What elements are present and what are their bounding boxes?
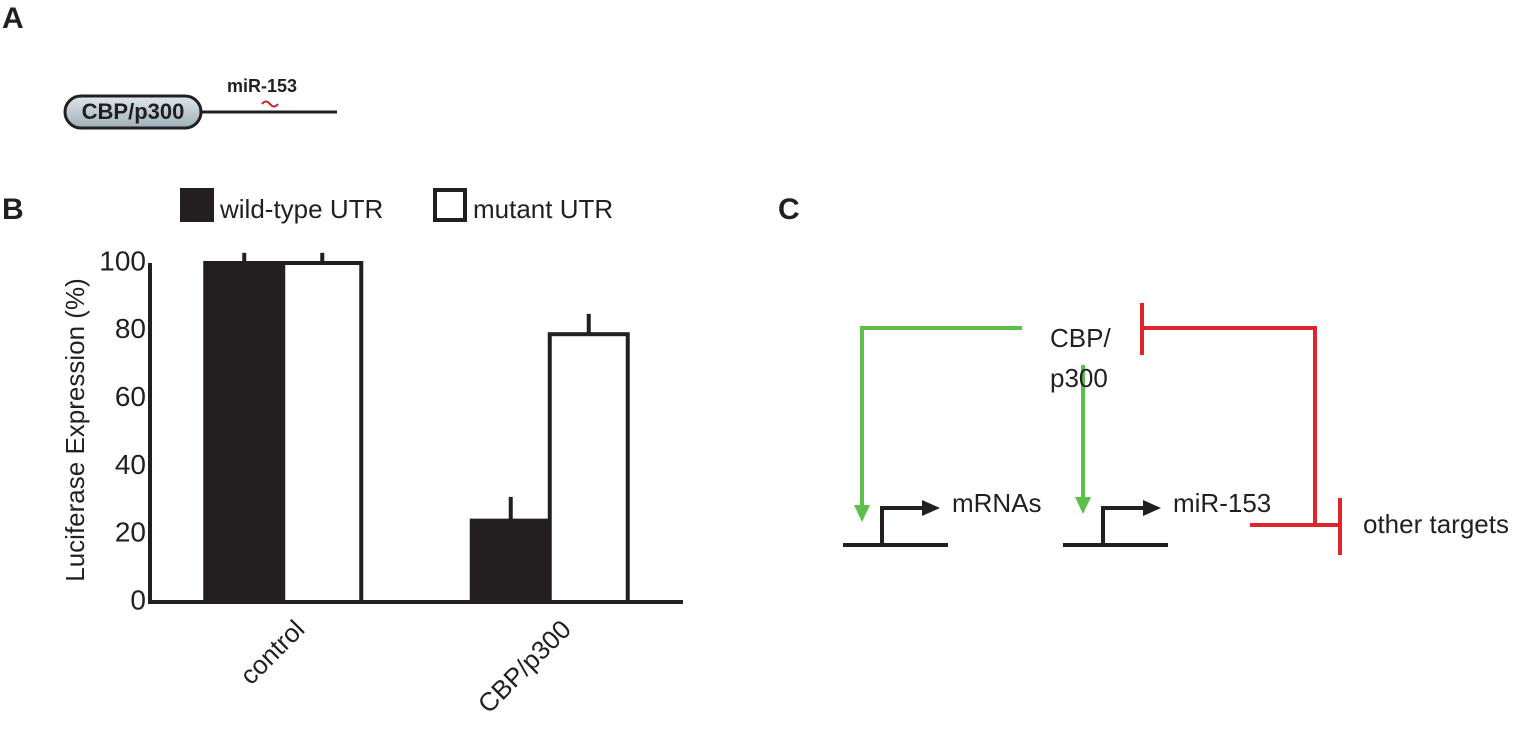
- arrowhead: [1075, 497, 1091, 514]
- target-label: other targets: [1363, 509, 1509, 539]
- y-tick-label: 20: [115, 517, 146, 548]
- mirna-label: miR-153: [227, 76, 297, 96]
- diagram: [843, 303, 1342, 555]
- x-tick-label: control: [234, 614, 310, 690]
- legend-label: wild-type UTR: [219, 194, 383, 224]
- bar: [203, 261, 286, 604]
- target-label: miR-153: [1173, 488, 1271, 518]
- legend-label: mutant UTR: [473, 194, 613, 224]
- bar: [469, 518, 552, 605]
- repression-line: [1142, 326, 1317, 527]
- y-tick-label: 60: [115, 381, 146, 412]
- promoter: [880, 506, 925, 545]
- regulator-label: p300: [1050, 363, 1108, 393]
- bar: [547, 332, 630, 604]
- panel-label: C: [778, 193, 800, 226]
- activation-arrow: [860, 326, 1022, 510]
- legend-swatch: [433, 188, 467, 222]
- x-tick-label: CBP/p300: [472, 614, 577, 719]
- arrowhead: [922, 500, 940, 516]
- y-axis-label: Luciferase Expression (%): [60, 278, 90, 581]
- binding-site: [261, 100, 279, 108]
- gene-box: [63, 94, 203, 130]
- panel-label: B: [2, 193, 24, 226]
- bar: [281, 261, 364, 604]
- chart: 0 20 40 60 80 100 control CBP/p300 wild-type UTR…: [99, 188, 683, 719]
- y-tick-label: 100: [99, 245, 146, 276]
- panel-label: A: [2, 2, 24, 35]
- regulator-label: CBP/: [1050, 323, 1111, 353]
- gene-label: CBP/p300: [82, 99, 185, 124]
- y-tick-label: 0: [130, 584, 146, 615]
- target-label: mRNAs: [952, 488, 1042, 518]
- y-tick-label: 40: [115, 449, 146, 480]
- arrowhead: [1143, 500, 1161, 516]
- y-tick-label: 80: [115, 313, 146, 344]
- legend-swatch: [180, 188, 214, 222]
- promoter: [1101, 506, 1146, 545]
- arrowhead: [854, 505, 870, 522]
